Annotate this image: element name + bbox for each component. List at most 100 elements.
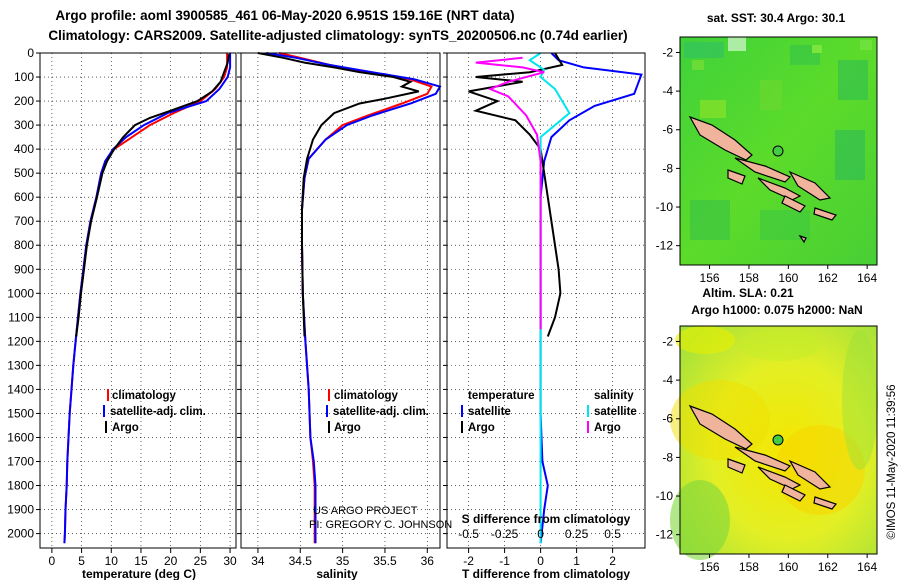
legend-label: climatology [334, 390, 399, 402]
map-y-tick-label: -8 [662, 450, 673, 464]
series-line-temperature-argo [468, 52, 564, 337]
temperature-panel: 0 5 10 15 20 25 30 [36, 52, 237, 568]
legend-label: Argo [594, 422, 621, 434]
legend-label: satellite-adj. clim. [110, 406, 206, 418]
sla-map: Altim. SLA: 0.21 Argo h1000: 0.075 h2000… [656, 286, 878, 574]
x-tick-label: 10 [105, 554, 119, 568]
legend-label: Argo [112, 422, 139, 434]
temperature-legend: climatology satellite-adj. clim. Argo [103, 389, 206, 434]
sla-map-axes: 156 158 160 162 164 -2 -4 -6 -8 -10 -12 [656, 334, 878, 574]
series-line-argo [257, 52, 420, 337]
legend-heading-temperature: temperature [468, 390, 534, 402]
panel-frame [446, 52, 646, 549]
x2-tick-label: -0.25 [491, 527, 519, 541]
x-tick-label: 15 [134, 554, 148, 568]
legend-swatch-argo [105, 421, 107, 433]
x-tick-label: 30 [223, 554, 237, 568]
sst-noise [684, 37, 872, 240]
x-tick-label: 34.5 [289, 554, 313, 568]
map-x-tick-label: 156 [700, 560, 720, 574]
series-line-salinity-argo [475, 56, 545, 330]
map-x-tick-label: 156 [700, 271, 720, 285]
difference-panel: -2 -1 0 1 2 -0.5 -0.25 0 0.25 0.5 [443, 52, 646, 568]
credit-line-2: PI: GREGORY C. JOHNSON [309, 519, 452, 531]
x-tick-label: 0 [49, 554, 56, 568]
map-x-tick-label: 158 [739, 560, 759, 574]
x-tick-label: 35 [336, 554, 350, 568]
map-y-tick-label: -12 [656, 239, 674, 253]
y-tick-label: 700 [14, 214, 34, 228]
imos-timestamp: ©IMOS 11-May-2020 11:39:56 [886, 384, 898, 539]
sla-map-title-1: Altim. SLA: 0.21 [702, 286, 794, 300]
panel-frame [240, 52, 441, 549]
solomon-islands-land [688, 115, 838, 244]
series-line-satellite-adj-clim- [266, 52, 442, 544]
map-x-tick-label: 164 [857, 271, 877, 285]
x-tick-label: -1 [499, 554, 510, 568]
series-line-climatology [278, 52, 433, 544]
legend-label: satellite [594, 406, 637, 418]
difference-xlabel: T difference from climatology [462, 567, 630, 580]
y-tick-label: 300 [14, 118, 34, 132]
map-y-tick-label: -10 [656, 489, 674, 503]
x-tick-label: 35.5 [373, 554, 397, 568]
salinity-legend: climatology satellite-adj. clim. Argo [326, 389, 429, 434]
map-x-tick-label: 158 [739, 271, 759, 285]
y-tick-label: 1600 [7, 430, 34, 444]
panel-frame [39, 52, 237, 549]
y-tick-label: 400 [14, 142, 34, 156]
series-line-climatology [63, 53, 229, 544]
series-line-temperature-satellite [539, 52, 643, 544]
legend-label: Argo [334, 422, 361, 434]
sst-map-axes: 156 158 160 162 164 -2 -4 -6 -8 -10 -12 [656, 45, 878, 285]
sst-map-frame [679, 36, 878, 266]
map-y-tick-label: -12 [656, 528, 674, 542]
y-tick-label: 900 [14, 262, 34, 276]
legend-label: climatology [112, 390, 177, 402]
sla-map-frame [679, 325, 878, 555]
y-tick-label: 800 [14, 238, 34, 252]
x2-tick-label: 0 [537, 527, 544, 541]
x-tick-label: 20 [164, 554, 178, 568]
header-line-2: Climatology: CARS2009. Satellite-adjuste… [48, 28, 627, 43]
legend-swatch-satellite [326, 405, 328, 417]
sla-map-title-2: Argo h1000: 0.075 h2000: NaN [691, 303, 862, 317]
solomon-islands-land-2 [688, 404, 838, 510]
legend-swatch-climatology [328, 389, 330, 401]
legend-swatch-climatology [107, 389, 109, 401]
argo-location-marker [772, 145, 784, 157]
x-tick-label: 5 [78, 554, 85, 568]
pressure-axis: 0 100 200 300 400 500 600 700 800 900 1000 1100 1200… [7, 46, 34, 541]
map-x-tick-label: 160 [778, 560, 798, 574]
x-tick-label: 2 [609, 554, 616, 568]
y-tick-label: 100 [14, 70, 34, 84]
map-y-tick-label: -4 [662, 84, 673, 98]
y-tick-label: 0 [27, 46, 34, 60]
map-y-tick-label: -8 [662, 161, 673, 175]
legend-swatch-t-argo [461, 421, 463, 433]
y-tick-label: 200 [14, 94, 34, 108]
map-y-tick-label: -6 [662, 123, 673, 137]
legend-swatch-satellite [103, 405, 105, 417]
y-tick-label: 1100 [8, 310, 34, 324]
legend-label: Argo [468, 422, 495, 434]
header-line-1: Argo profile: aoml 3900585_461 06-May-20… [55, 8, 514, 23]
y-tick-label: 1400 [7, 382, 34, 396]
map-x-tick-label: 160 [778, 271, 798, 285]
y-tick-label: 600 [14, 190, 34, 204]
sst-map-title: sat. SST: 30.4 Argo: 30.1 [707, 11, 846, 25]
sst-map: sat. SST: 30.4 Argo: 30.1 [656, 11, 878, 285]
salinity-panel: 34 34.5 35 35.5 36 [237, 52, 442, 568]
x2-tick-label: 0.5 [604, 527, 621, 541]
argo-location-marker-2 [772, 434, 784, 446]
y-tick-label: 2000 [7, 527, 34, 541]
y-tick-label: 1300 [7, 358, 34, 372]
legend-swatch-s-argo [587, 421, 589, 433]
map-y-tick-label: -2 [662, 45, 673, 59]
y-tick-label: 1500 [7, 406, 34, 420]
x-tick-label: 34 [251, 554, 265, 568]
legend-label: satellite [468, 406, 511, 418]
temperature-xlabel: temperature (deg C) [82, 567, 196, 580]
legend-swatch-argo [328, 421, 330, 433]
y-tick-label: 1000 [7, 286, 34, 300]
